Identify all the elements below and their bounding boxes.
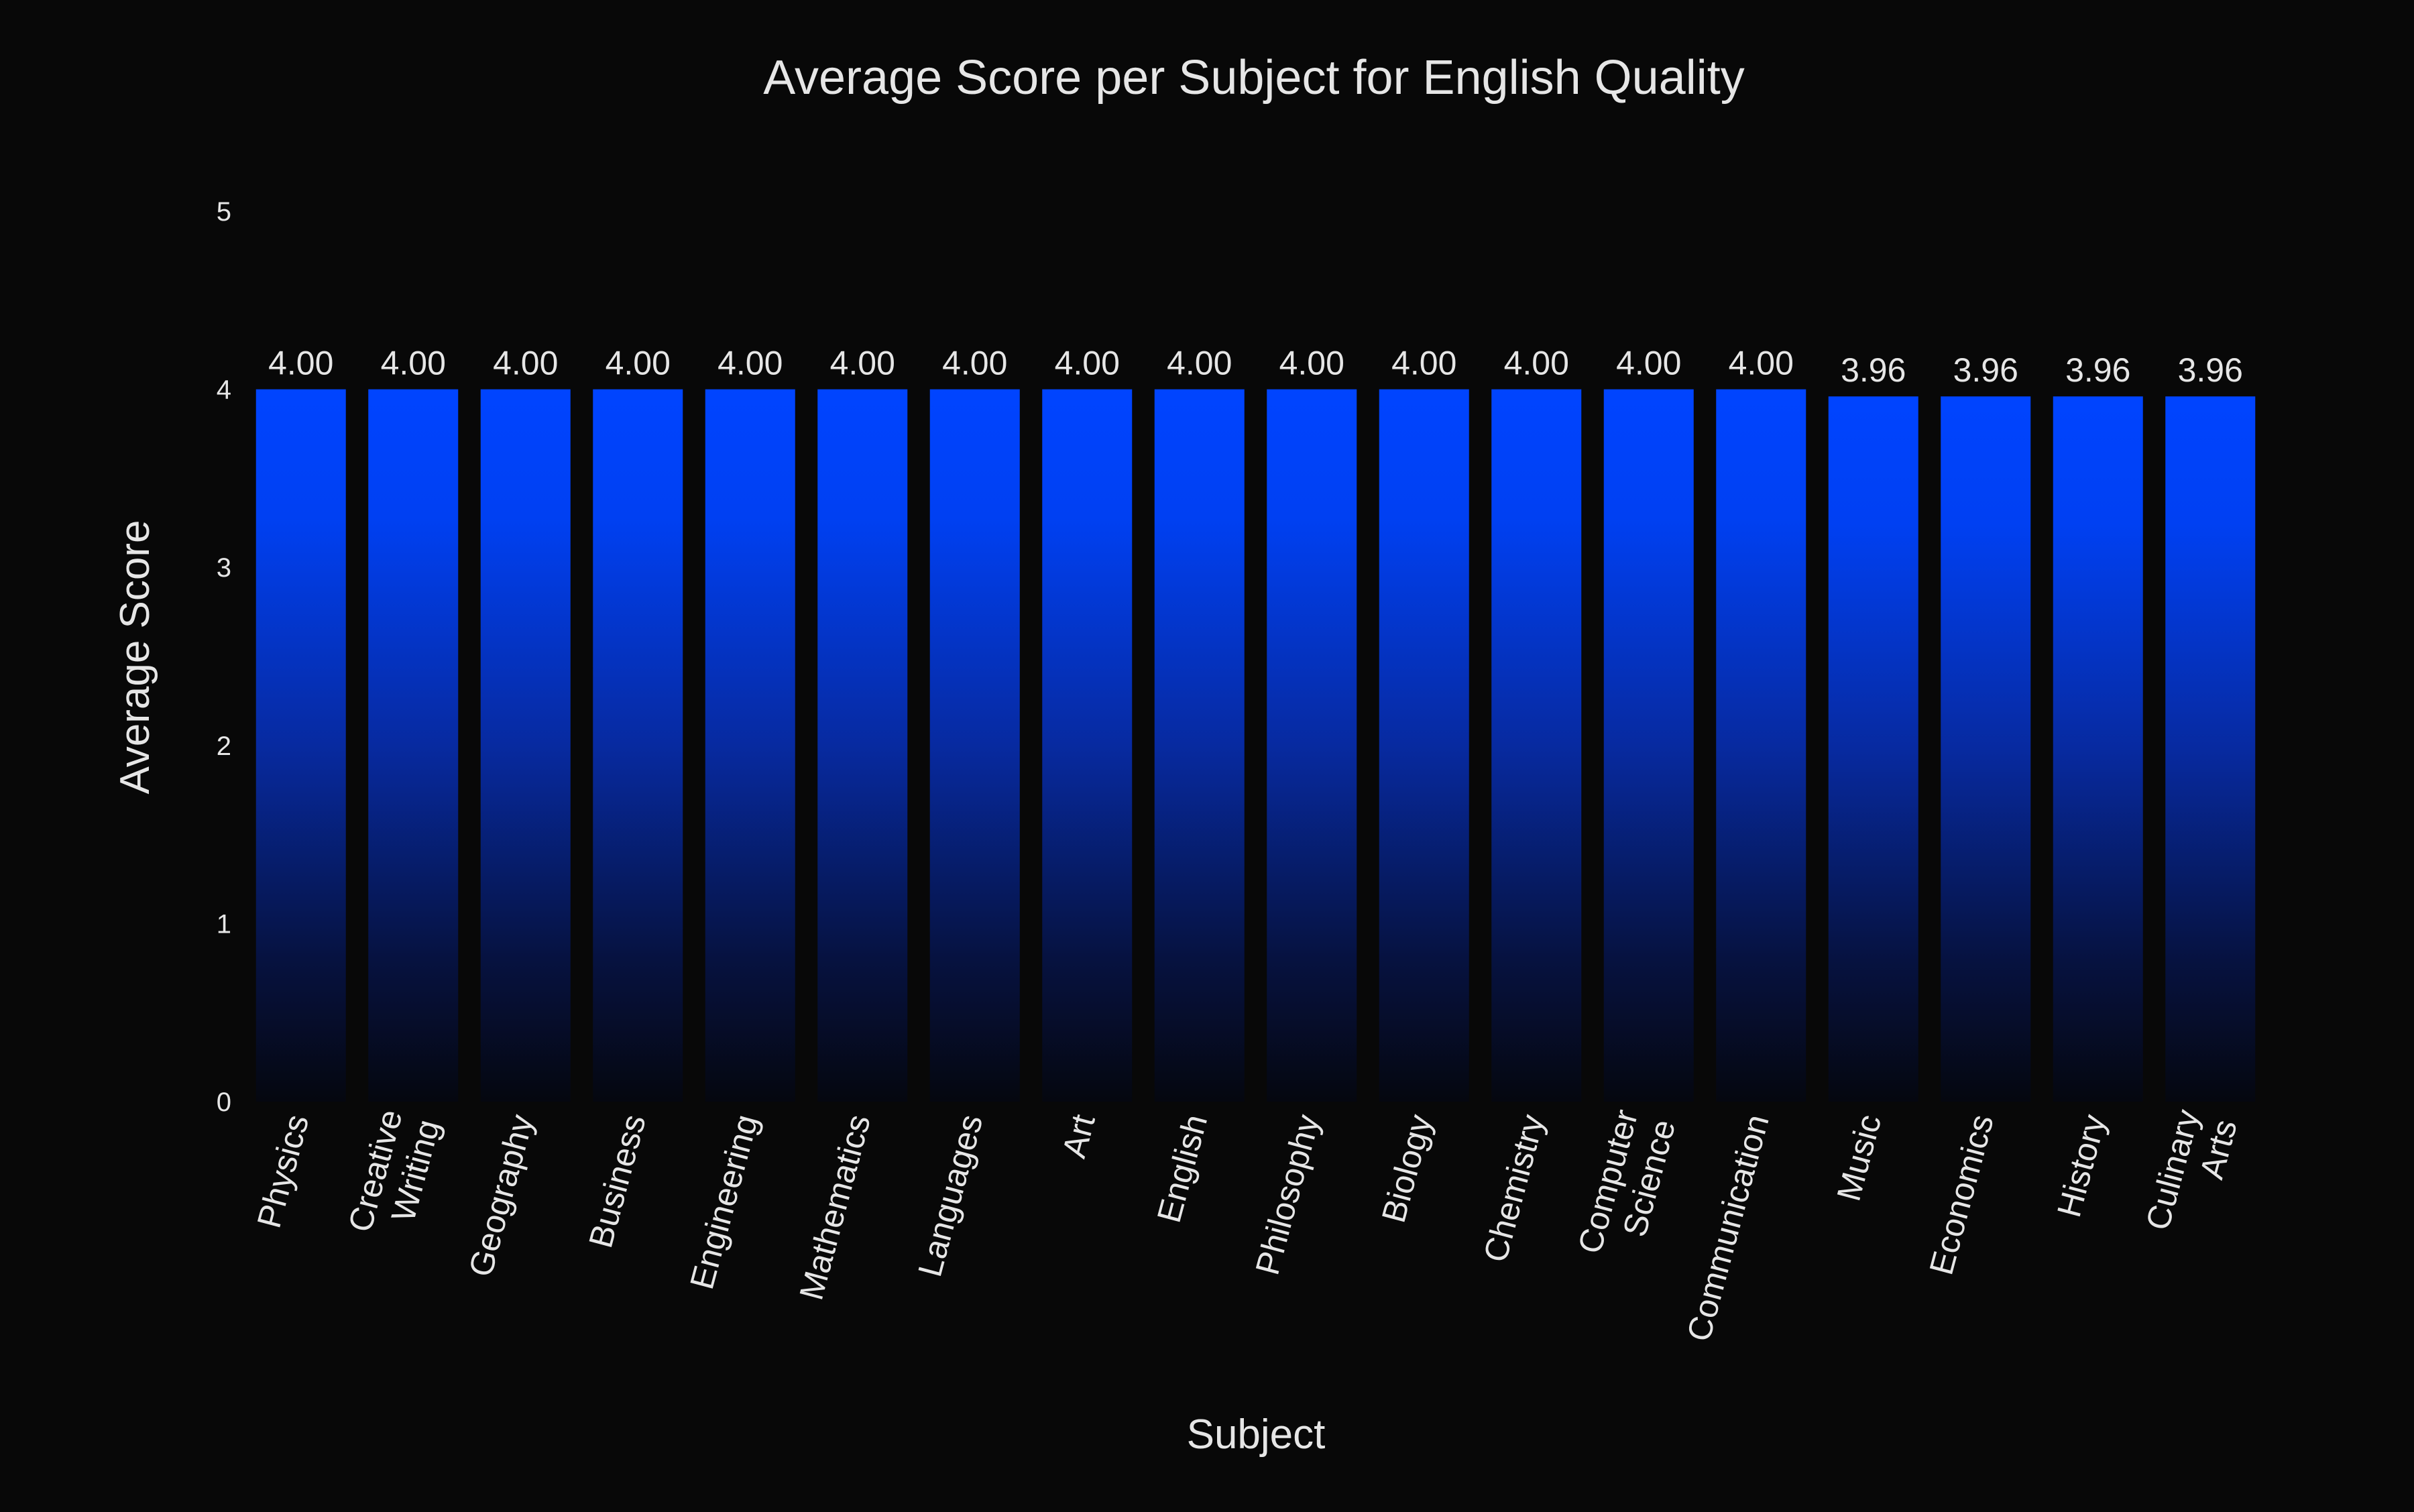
x-tick-label: Mathematics [792,1110,877,1303]
x-tick-label-text: Business [581,1110,653,1251]
bar [929,389,1020,1102]
bar [1042,389,1133,1102]
y-tick-label: 5 [217,197,231,227]
x-tick-label: Communication [1680,1110,1776,1345]
bar [1491,389,1582,1102]
bar [1379,389,1469,1102]
bar [1828,396,1918,1102]
data-labels: 4.00 4.00 4.00 4.00 4.00 4.00 4.00 4.00 4.00 4.00… [268,345,2243,390]
bar-value-label: 4.00 [717,345,783,382]
x-tick-label: Art [1055,1110,1102,1161]
x-tick-label: Physics [250,1110,317,1232]
bar [1267,389,1357,1102]
x-tick-label-text: Philosophy [1248,1110,1326,1279]
x-tick-label-text: CreativeWriting [341,1106,447,1246]
x-tick-label-text: CulinaryArts [2138,1106,2244,1244]
x-tick-label: Chemistry [1477,1110,1552,1266]
x-tick-label: English [1150,1110,1215,1226]
x-tick-label: Business [581,1110,653,1251]
x-tick-label-text: Engineering [683,1110,765,1293]
bar-value-label: 4.00 [942,345,1007,382]
x-tick-label: ComputerScience [1570,1106,1682,1268]
bar-value-label: 3.96 [1841,351,1906,389]
x-tick-label: Philosophy [1248,1110,1326,1279]
x-tick-label: Biology [1375,1110,1440,1226]
x-tick-label-text: Communication [1680,1110,1776,1345]
y-tick-label: 2 [217,732,231,761]
x-tick-label-text: English [1150,1110,1215,1226]
x-tick-label: CreativeWriting [341,1106,447,1246]
x-tick-label-text: Music [1829,1110,1888,1205]
bar-value-label: 4.00 [1279,345,1344,382]
bar [368,389,459,1102]
y-tick-label: 1 [217,909,231,939]
bar-value-label: 4.00 [1729,345,1794,382]
x-tick-label: Music [1829,1110,1888,1205]
bar [2165,396,2256,1102]
x-axis-label: Subject [1187,1411,1326,1458]
x-tick-label-text: Mathematics [792,1110,877,1303]
chart-title: Average Score per Subject for English Qu… [763,51,1744,105]
x-tick-label-text: Economics [1922,1110,2000,1279]
x-tick-label-text: ComputerScience [1570,1106,1682,1268]
bar-value-label: 4.00 [1391,345,1456,382]
bar [593,389,683,1102]
bar [1603,389,1694,1102]
x-tick-label: Geography [461,1110,540,1280]
x-tick-label-text: History [2050,1110,2113,1221]
bar-value-label: 4.00 [493,345,558,382]
x-tick-label-text: Biology [1375,1110,1440,1226]
bar-series [255,389,2256,1102]
y-tick-label: 4 [217,375,231,405]
bar [817,389,908,1102]
x-axis-ticks: Physics CreativeWriting Geography Business E… [250,1106,2244,1346]
y-axis-ticks: 0 1 2 3 4 5 [217,197,231,1117]
bar-value-label: 4.00 [381,345,446,382]
bar [1154,389,1245,1102]
bar-value-label: 3.96 [2065,351,2130,389]
x-tick-label-text: Chemistry [1477,1110,1552,1266]
bar-value-label: 4.00 [1055,345,1120,382]
bar-value-label: 4.00 [1616,345,1681,382]
bar [1941,396,2031,1102]
x-tick-label-text: Art [1055,1110,1102,1161]
x-tick-label: Economics [1922,1110,2000,1279]
y-axis-label: Average Score [112,520,158,795]
x-tick-label-text: Languages [911,1110,990,1281]
bar [2053,396,2143,1102]
bar [480,389,571,1102]
x-tick-label: History [2050,1110,2113,1221]
bar-value-label: 4.00 [268,345,333,382]
x-tick-label: CulinaryArts [2138,1106,2244,1244]
bar-value-label: 3.96 [2178,351,2243,389]
y-tick-label: 0 [217,1088,231,1117]
x-tick-label: Engineering [683,1110,765,1293]
bar-value-label: 4.00 [1504,345,1569,382]
x-tick-label-text: Geography [461,1110,540,1280]
bar [1716,389,1806,1102]
x-tick-label-text: Physics [250,1110,317,1232]
bar-value-label: 3.96 [1953,351,2018,389]
bar [255,389,346,1102]
bar-value-label: 4.00 [830,345,895,382]
bar [705,389,795,1102]
x-tick-label: Languages [911,1110,990,1281]
bar-value-label: 4.00 [606,345,671,382]
y-tick-label: 3 [217,553,231,583]
bar-value-label: 4.00 [1167,345,1232,382]
